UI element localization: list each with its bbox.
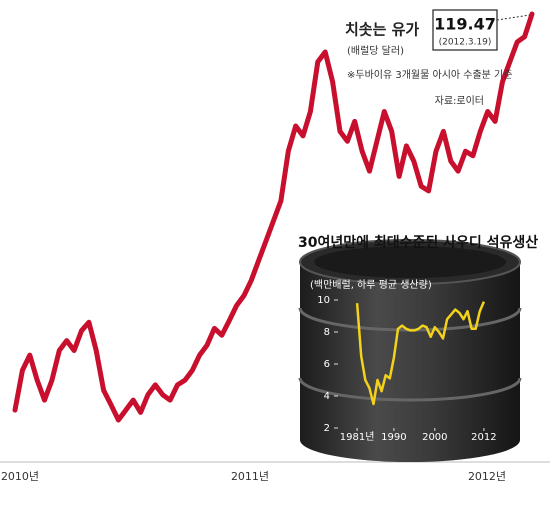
barrel-lid: [314, 246, 506, 278]
line: [12, 11, 535, 423]
value-label: 119.47: [434, 15, 496, 34]
source: 자료:로이터: [435, 95, 484, 107]
date-label: (2012.3.19): [439, 38, 492, 48]
y-tick-label: 10: [317, 295, 330, 306]
inset-chart: 2 4 6 8 10 1981년 1990 2000 2012: [317, 295, 496, 443]
chart-subtitle: (배럴당 달러): [347, 44, 404, 57]
x-tick-label: 1990: [381, 432, 406, 443]
note: ※두바이유 3개월물 아시아 수출분 기준: [347, 69, 512, 81]
inset-subtitle: (백만배럴, 하루 평균 생산량): [310, 278, 432, 291]
chart-title: 치솟는 유가: [345, 21, 419, 39]
inset-title: 30여년만에 최대수준된 사우디 석유생산: [298, 234, 538, 251]
barrel-rib: [298, 377, 522, 402]
x-tick-label: 2010년: [1, 470, 39, 483]
x-tick-label: 2012: [471, 432, 496, 443]
x-tick-label: 2011년: [231, 470, 269, 483]
line: [355, 301, 486, 406]
callout-box: [432, 9, 498, 51]
callout-line: [496, 14, 531, 21]
main-chart: 2010년 2011년 2012년: [1, 11, 535, 483]
x-tick-label: 1981년: [340, 431, 375, 443]
y-tick-label: 6: [324, 359, 330, 370]
barrel-body: [300, 262, 520, 462]
y-tick-label: 8: [324, 327, 330, 338]
y-tick-label: 4: [324, 391, 330, 402]
y-tick-label: 2: [324, 423, 330, 434]
x-tick-label: 2012년: [468, 470, 506, 483]
x-tick-label: 2000: [422, 432, 447, 443]
barrel: [298, 239, 522, 462]
